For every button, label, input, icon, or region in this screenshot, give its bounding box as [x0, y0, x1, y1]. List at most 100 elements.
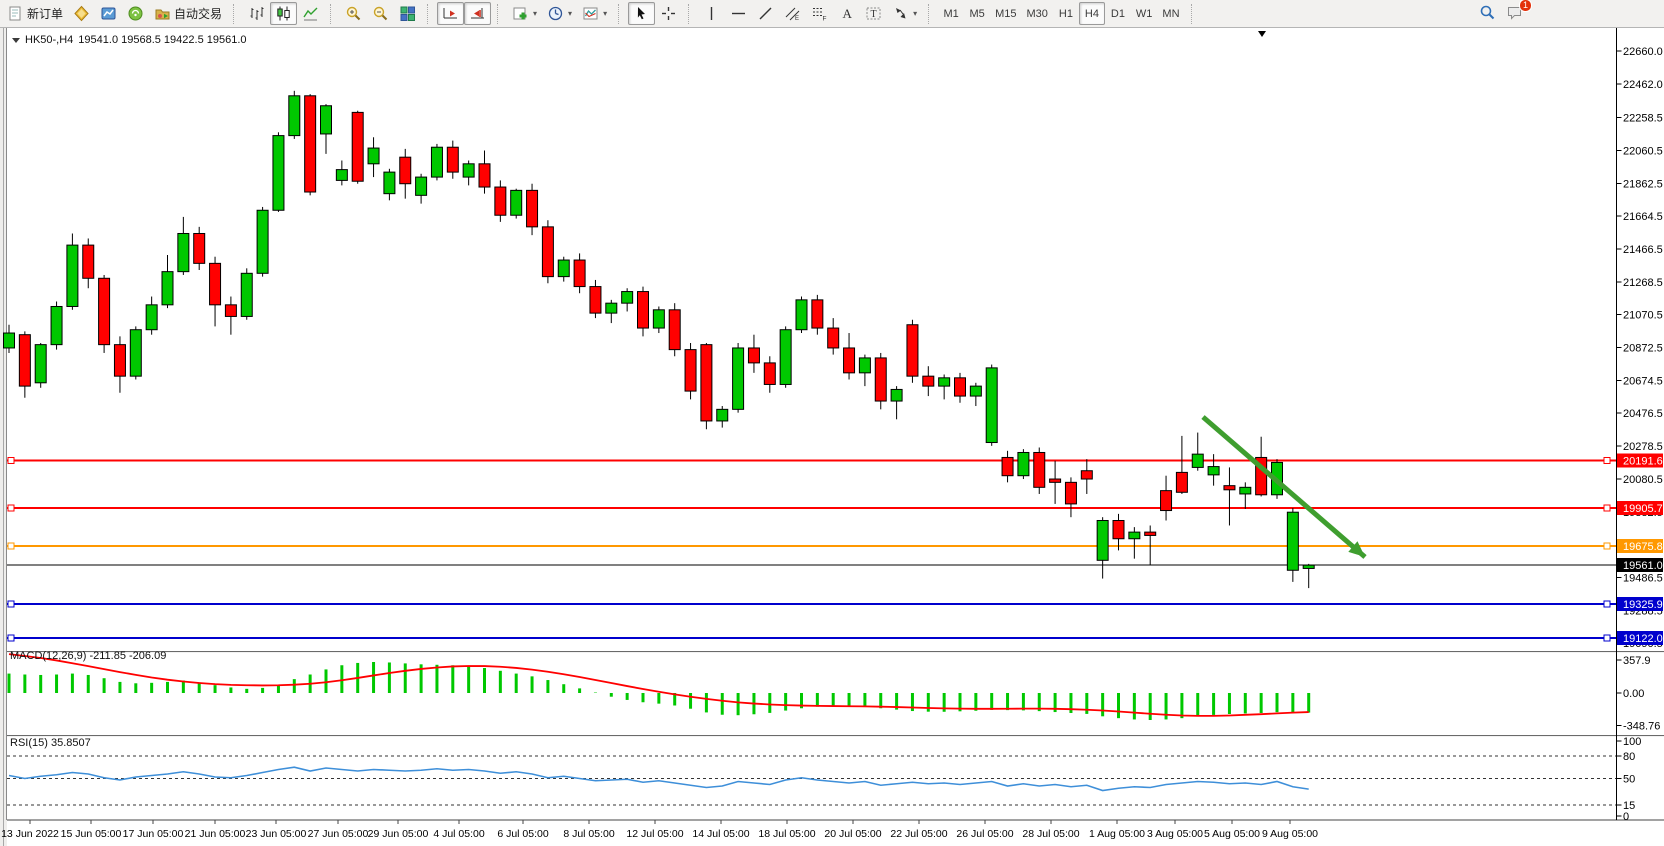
candle-bear — [747, 347, 760, 364]
chart-shift-marker-icon[interactable] — [1258, 31, 1266, 37]
templates-icon — [582, 5, 599, 22]
zoom-in-icon — [345, 5, 362, 22]
text-label-button[interactable]: T — [860, 2, 887, 25]
chevron-down-icon[interactable]: ▾ — [603, 9, 608, 18]
vertical-line-button[interactable] — [698, 2, 725, 25]
timeframe-m1-button[interactable]: M1 — [938, 2, 964, 25]
zoom-out-button[interactable] — [367, 2, 394, 25]
candle-bull — [367, 147, 380, 165]
time-tick-label[interactable]: 12 Jul 05:00 — [626, 828, 683, 840]
rsi-line — [8, 766, 1309, 792]
candle-bull — [858, 357, 871, 374]
horizontal-line-button[interactable] — [725, 2, 752, 25]
time-tick-label[interactable]: 6 Jul 05:00 — [497, 828, 549, 840]
time-tick-label[interactable]: 18 Jul 05:00 — [758, 828, 815, 840]
text-button[interactable]: A — [833, 2, 860, 25]
time-tick-label[interactable]: 27 Jun 05:00 — [308, 828, 369, 840]
toolbar-separator — [928, 3, 934, 24]
time-tick-label[interactable]: 4 Jul 05:00 — [433, 828, 485, 840]
autotrade-button[interactable]: 自动交易 — [149, 2, 227, 25]
cursor-button[interactable] — [628, 2, 656, 25]
candle-bear — [399, 156, 412, 185]
time-tick-label[interactable]: 13 Jun 2022 — [1, 828, 59, 840]
timeframe-h1-button[interactable]: H1 — [1053, 2, 1079, 25]
hline-marker[interactable] — [7, 634, 15, 642]
trend-arrow[interactable] — [1201, 415, 1367, 559]
line-chart-button[interactable] — [297, 2, 324, 25]
timeframe-m30-button[interactable]: M30 — [1022, 2, 1053, 25]
hline-marker[interactable] — [1603, 457, 1611, 465]
arrows-button[interactable]: ▾ — [887, 2, 922, 25]
hline-marker[interactable] — [7, 600, 15, 608]
time-tick-label[interactable]: 28 Jul 05:00 — [1022, 828, 1079, 840]
candle-bear — [1160, 490, 1173, 512]
time-tick-label[interactable]: 29 Jun 05:00 — [368, 828, 429, 840]
hline-marker[interactable] — [7, 457, 15, 465]
hline-marker[interactable] — [7, 504, 15, 512]
periods-button[interactable]: ▾ — [542, 2, 577, 25]
timeframe-m15-button[interactable]: M15 — [990, 2, 1021, 25]
new-order-button[interactable]: 新订单 — [2, 2, 68, 25]
time-tick-label[interactable]: 20 Jul 05:00 — [824, 828, 881, 840]
hline-marker[interactable] — [1603, 600, 1611, 608]
fibonacci-button[interactable]: F — [806, 2, 833, 25]
tile-windows-button[interactable] — [394, 2, 421, 25]
price-badge-label: 19675.8 — [1623, 541, 1663, 553]
timeframe-h4-button[interactable]: H4 — [1078, 2, 1105, 25]
candle-bear — [1080, 470, 1093, 480]
time-tick-label[interactable]: 23 Jun 05:00 — [246, 828, 307, 840]
time-tick-label[interactable]: 15 Jun 05:00 — [61, 828, 122, 840]
time-tick-label[interactable]: 21 Jun 05:00 — [185, 828, 246, 840]
time-tick-label[interactable]: 1 Aug 05:00 — [1089, 828, 1145, 840]
templates-button[interactable]: ▾ — [577, 2, 612, 25]
candle-bear — [446, 146, 459, 173]
market-button[interactable] — [122, 2, 149, 25]
chevron-down-icon[interactable]: ▾ — [533, 9, 538, 18]
timeframe-mn-button[interactable]: MN — [1157, 2, 1184, 25]
candle-bull — [383, 171, 396, 195]
time-tick-label[interactable]: 5 Aug 05:00 — [1204, 828, 1260, 840]
timeframe-d1-button[interactable]: D1 — [1105, 2, 1131, 25]
timeframe-w1-button[interactable]: W1 — [1131, 2, 1158, 25]
candle-bear — [1001, 456, 1014, 477]
price-tick-label: 22660.0 — [1623, 46, 1663, 58]
charts-button[interactable] — [68, 2, 95, 25]
chevron-down-icon[interactable]: ▾ — [568, 9, 573, 18]
line-chart-icon — [302, 5, 319, 22]
time-tick-label[interactable]: 26 Jul 05:00 — [956, 828, 1013, 840]
chevron-down-icon[interactable]: ▾ — [913, 9, 918, 18]
candle-bear — [209, 262, 222, 306]
time-tick-label[interactable]: 8 Jul 05:00 — [563, 828, 615, 840]
indicators-button[interactable]: ▾ — [507, 2, 542, 25]
hline-marker[interactable] — [1603, 634, 1611, 642]
trendline-button[interactable] — [752, 2, 779, 25]
candle-bear — [541, 226, 554, 278]
time-tick-label[interactable]: 17 Jun 05:00 — [123, 828, 184, 840]
search-button[interactable] — [1474, 1, 1501, 24]
crosshair-button[interactable] — [655, 2, 682, 25]
toolbar-separator — [233, 3, 239, 24]
time-tick-label[interactable]: 9 Aug 05:00 — [1262, 828, 1318, 840]
hline-marker[interactable] — [1603, 542, 1611, 550]
bar-chart-button[interactable] — [243, 2, 270, 25]
auto-scroll-button[interactable] — [437, 2, 465, 25]
price-tick-label: 21466.5 — [1623, 244, 1663, 256]
chart-ohlc-values: 19541.0 19568.5 19422.5 19561.0 — [78, 34, 247, 46]
time-tick-label[interactable]: 14 Jul 05:00 — [692, 828, 749, 840]
time-tick-label[interactable]: 3 Aug 05:00 — [1147, 828, 1203, 840]
rsi-tick-label: 50 — [1623, 774, 1635, 786]
hline-marker[interactable] — [1603, 504, 1611, 512]
toolbar-right: 1 — [1474, 0, 1532, 24]
time-tick-label[interactable]: 22 Jul 05:00 — [890, 828, 947, 840]
chart-shift-button[interactable] — [464, 2, 492, 25]
equidistant-channel-button[interactable]: E — [779, 2, 806, 25]
candlestick-button[interactable] — [270, 2, 298, 25]
timeframe-m5-button[interactable]: M5 — [964, 2, 990, 25]
zoom-in-button[interactable] — [340, 2, 367, 25]
chart-title-collapse-icon[interactable] — [12, 37, 20, 43]
new-window-button[interactable] — [95, 2, 122, 25]
hline-marker[interactable] — [7, 542, 15, 550]
candle-bull — [129, 329, 142, 377]
chart-symbol-period: HK50-,H4 — [25, 34, 74, 46]
channel-icon: E — [784, 5, 801, 22]
